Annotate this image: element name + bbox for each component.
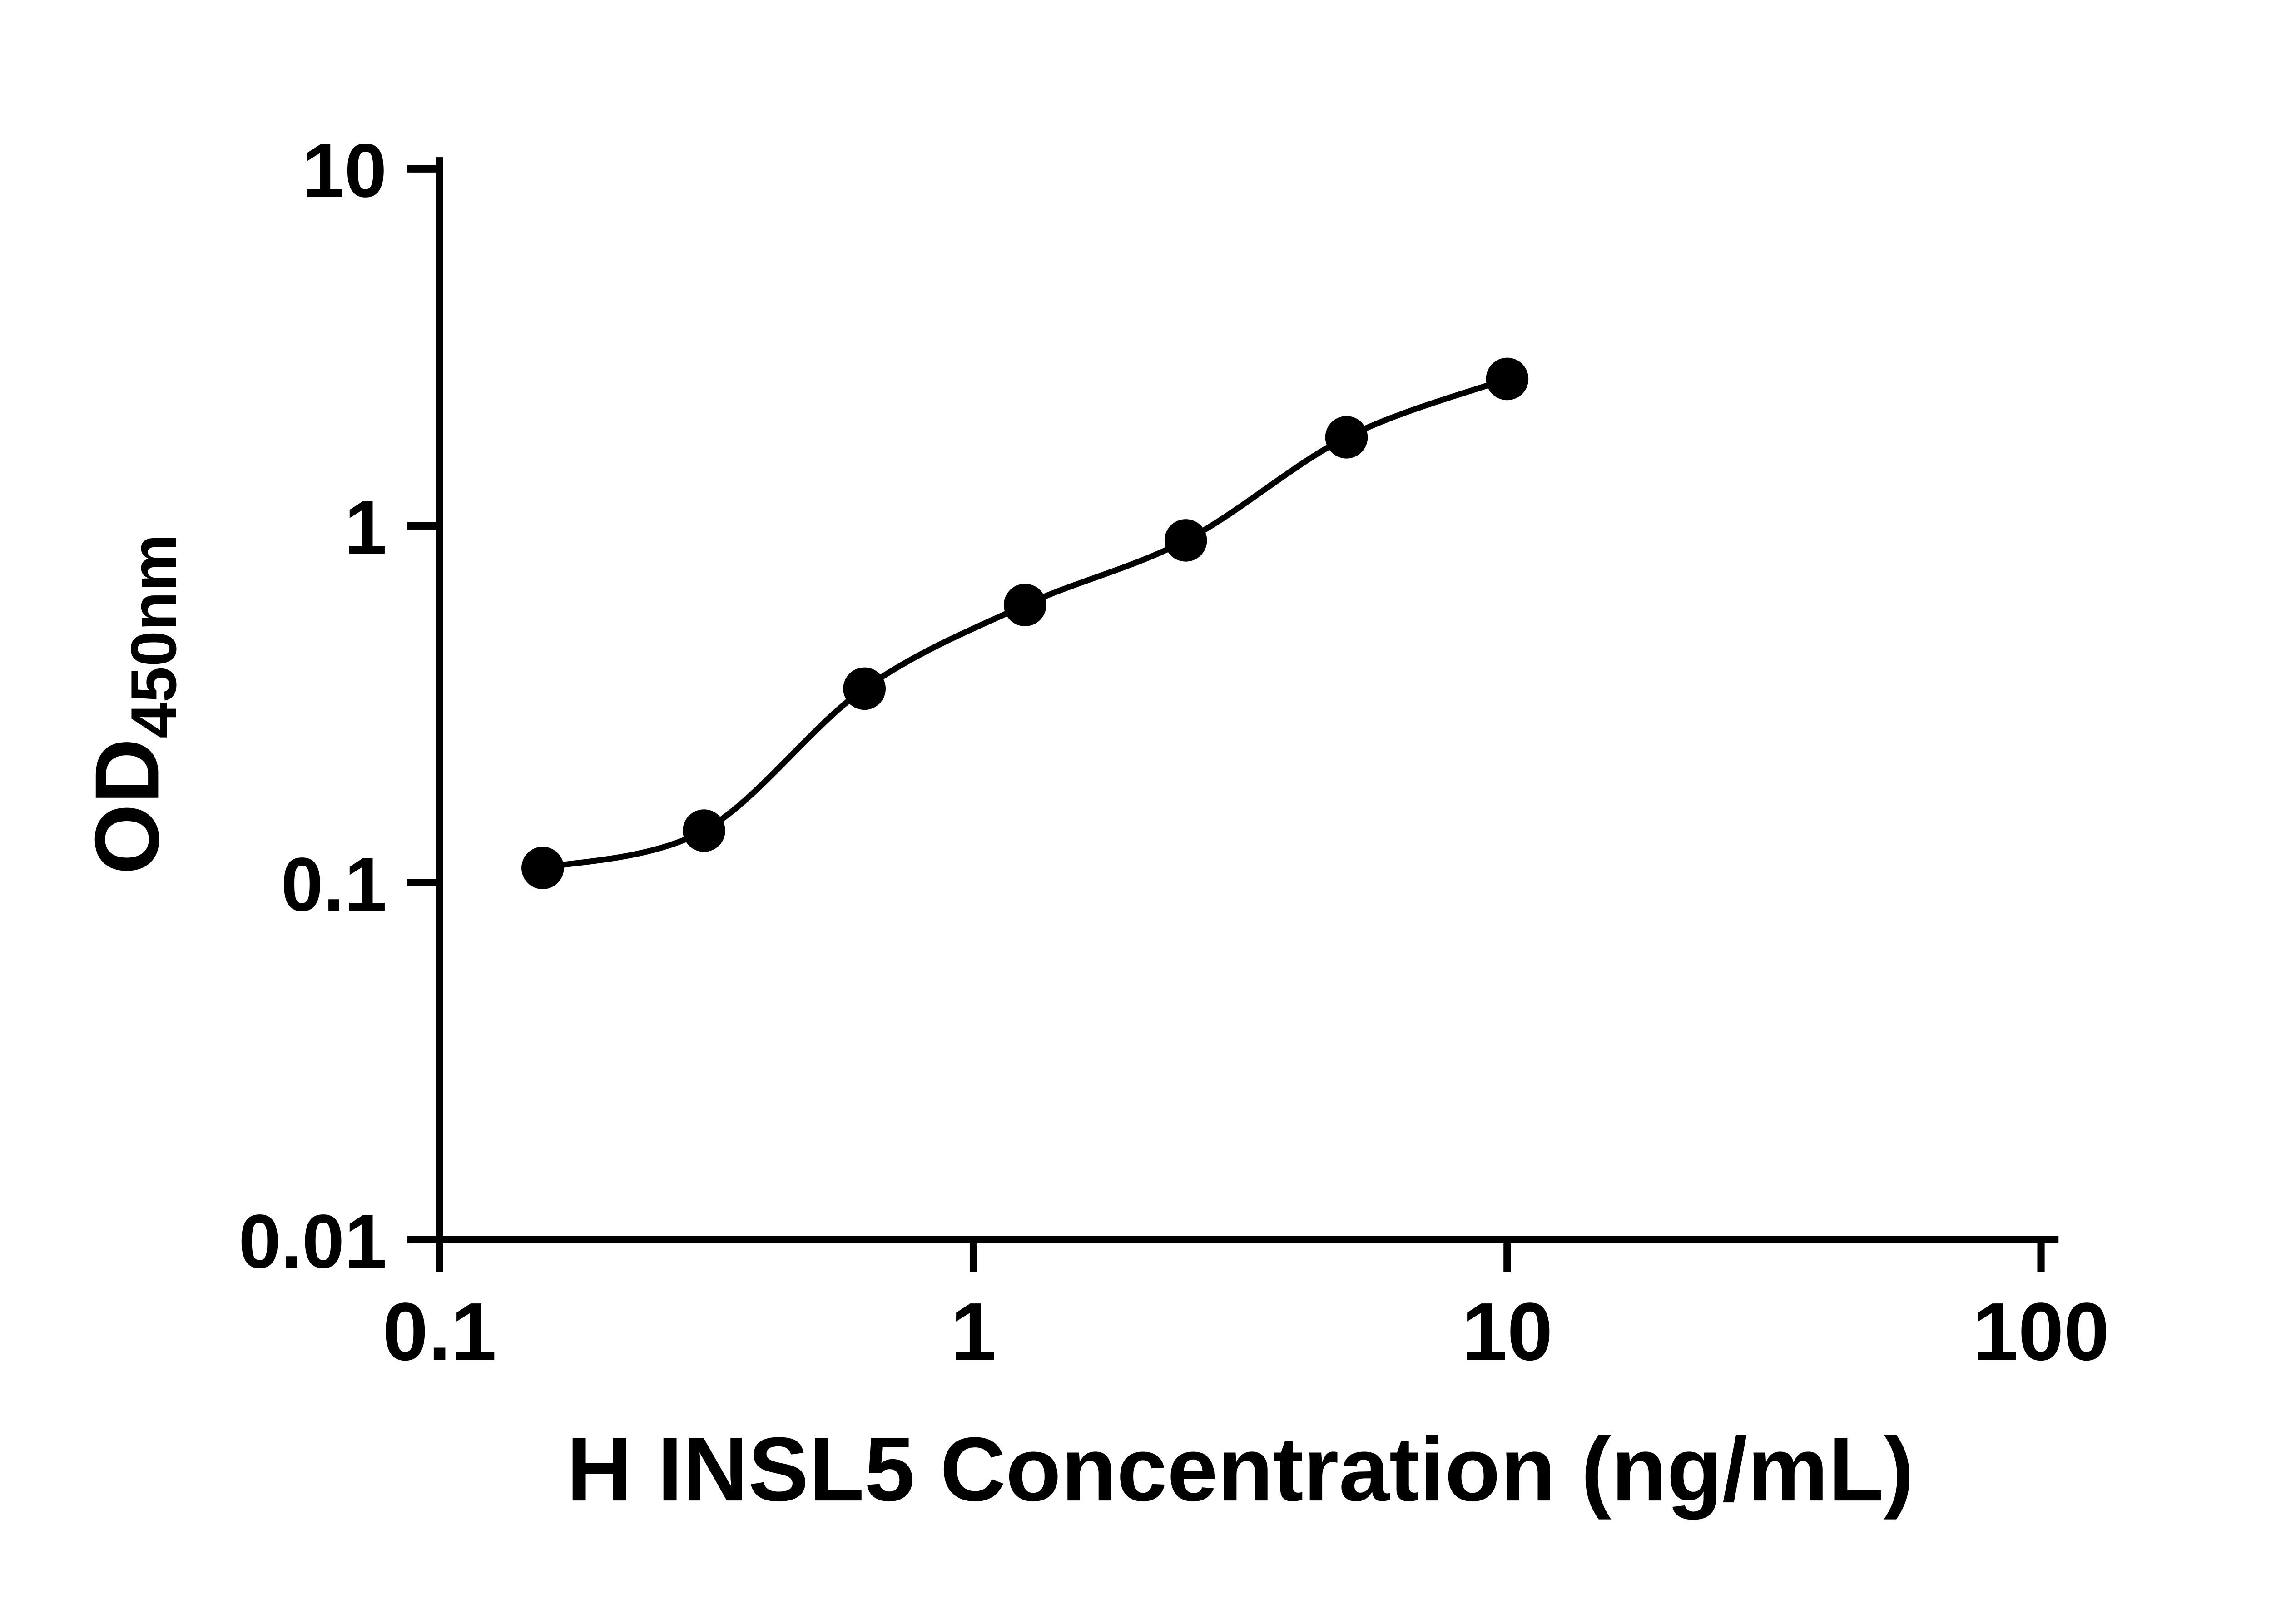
x-tick-label: 100: [1973, 1286, 2109, 1377]
data-point: [1004, 584, 1046, 626]
y-axis-title: OD450nm: [76, 534, 190, 875]
data-point: [843, 667, 886, 710]
figure-background: [0, 26, 2271, 1598]
data-point: [683, 809, 725, 852]
x-axis-title: H INSL5 Concentration (ng/mL): [566, 1419, 1914, 1520]
y-tick-label: 1: [344, 485, 387, 570]
data-point: [1486, 357, 1529, 401]
data-point: [521, 847, 564, 889]
data-point: [1164, 519, 1207, 562]
x-tick-label: 1: [951, 1286, 996, 1377]
y-tick-label: 0.01: [238, 1198, 387, 1284]
y-tick-label: 10: [302, 128, 387, 213]
x-tick-label: 0.1: [382, 1286, 496, 1377]
y-tick-label: 0.1: [281, 842, 387, 927]
x-tick-label: 10: [1462, 1286, 1553, 1377]
data-point: [1325, 416, 1368, 459]
